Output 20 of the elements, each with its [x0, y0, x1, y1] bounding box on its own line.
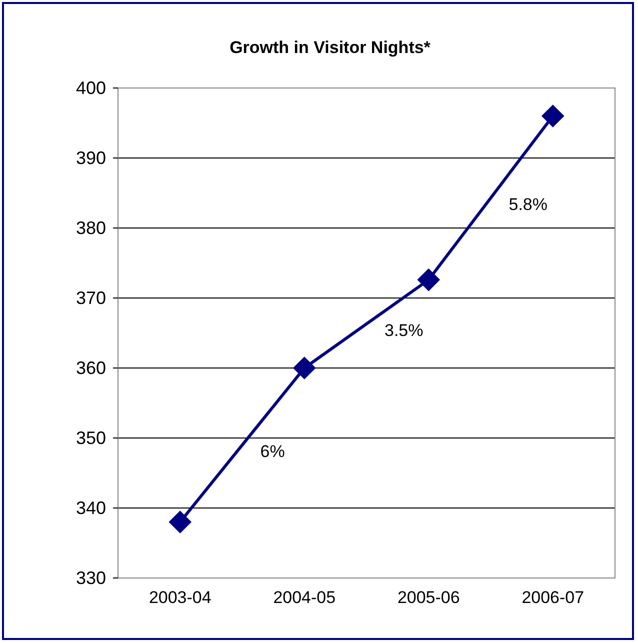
y-tick-label: 380	[76, 218, 106, 238]
y-tick-label: 350	[76, 428, 106, 448]
annotation: 5.8%	[508, 194, 548, 214]
x-tick-label: 2005-06	[397, 588, 460, 607]
y-tick-label: 340	[76, 498, 106, 518]
chart-title: Growth in Visitor Nights*	[230, 38, 431, 57]
point	[168, 510, 192, 534]
annotation: 3.5%	[384, 320, 424, 340]
x-tick-label: 2003-04	[148, 588, 212, 607]
annotation: 6%	[260, 442, 285, 461]
point	[292, 356, 316, 380]
point	[541, 104, 564, 128]
y-tick-label: 370	[76, 288, 106, 308]
x-tick-label: 2004-05	[273, 588, 336, 607]
y-tick-label: 400	[76, 78, 106, 98]
x-tick-label: 2006-07	[522, 588, 584, 607]
y-tick-label: 390	[76, 148, 106, 168]
y-tick-label: 330	[76, 568, 106, 588]
point	[417, 268, 440, 292]
y-tick-label: 360	[76, 358, 106, 378]
